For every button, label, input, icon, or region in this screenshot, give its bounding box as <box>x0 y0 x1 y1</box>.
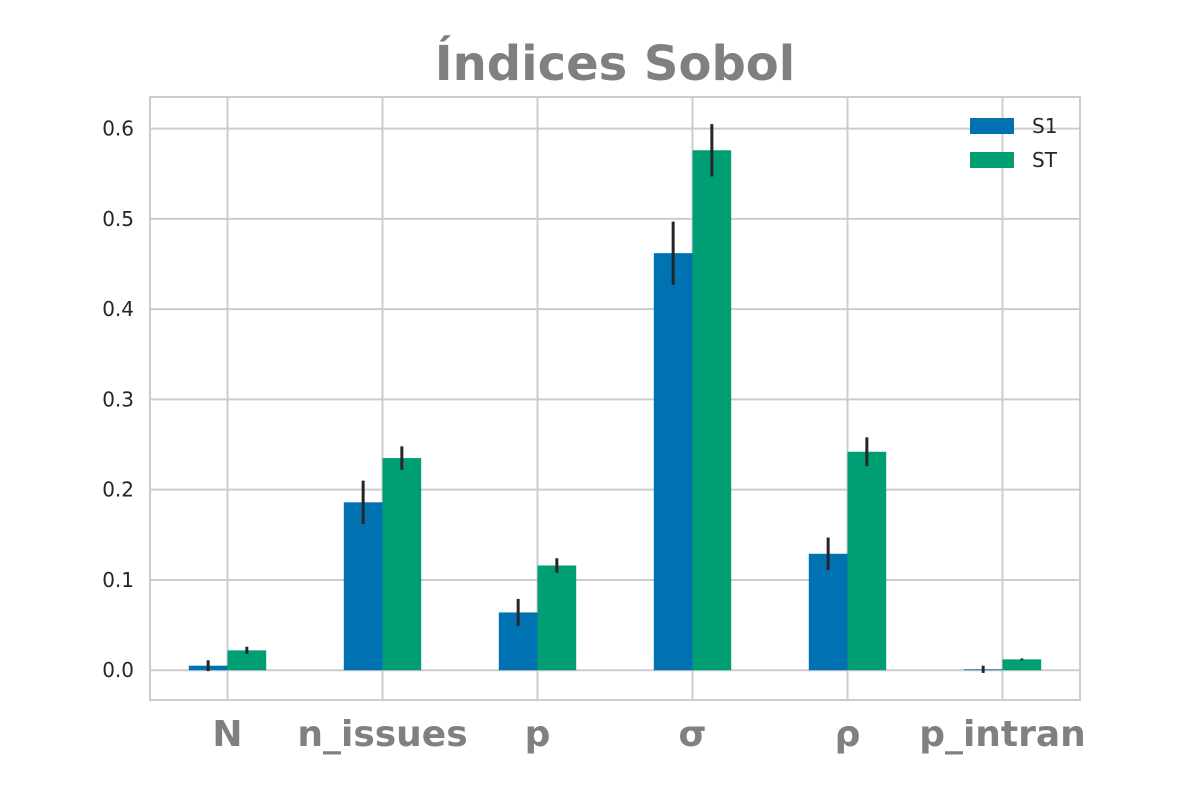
x-tick-label-1: n_issues <box>297 714 467 755</box>
bar-ST-n_issues <box>382 458 422 671</box>
y-tick-label-6: 0.6 <box>102 117 134 141</box>
y-tick-label-5: 0.5 <box>102 207 134 231</box>
legend[interactable]: S1 ST <box>970 114 1058 172</box>
error-bars <box>206 124 1024 673</box>
plot-frame <box>149 96 1081 701</box>
grid <box>150 97 1080 700</box>
x-tick-label-0: N <box>212 714 242 755</box>
y-tick-label-1: 0.1 <box>102 568 134 592</box>
bar-S1-n_issues <box>343 502 383 671</box>
y-axis: 0.0 0.1 0.2 0.3 0.4 0.5 0.6 <box>102 117 134 683</box>
legend-swatch-ST <box>970 152 1014 168</box>
bar-S1-ρ <box>808 553 848 671</box>
x-tick-label-4: ρ <box>835 714 861 755</box>
chart-title: Índices Sobol <box>435 35 795 92</box>
bar-ST-ρ <box>847 451 887 671</box>
x-tick-label-5: p_intran <box>919 714 1086 755</box>
legend-swatch-S1 <box>970 118 1014 134</box>
legend-label-ST: ST <box>1032 148 1058 172</box>
x-tick-label-2: p <box>525 714 551 755</box>
bar-ST-σ <box>692 150 732 671</box>
bar-ST-p_intran <box>1002 659 1042 671</box>
x-tick-label-3: σ <box>678 714 706 755</box>
y-tick-label-0: 0.0 <box>102 658 134 682</box>
y-tick-label-2: 0.2 <box>102 478 134 502</box>
y-tick-label-4: 0.4 <box>102 297 134 321</box>
legend-label-S1: S1 <box>1032 114 1057 138</box>
bars <box>188 150 1042 671</box>
bar-ST-p <box>537 565 577 671</box>
bar-ST-N <box>227 650 267 671</box>
bar-S1-σ <box>653 253 693 671</box>
y-tick-label-3: 0.3 <box>102 387 134 411</box>
